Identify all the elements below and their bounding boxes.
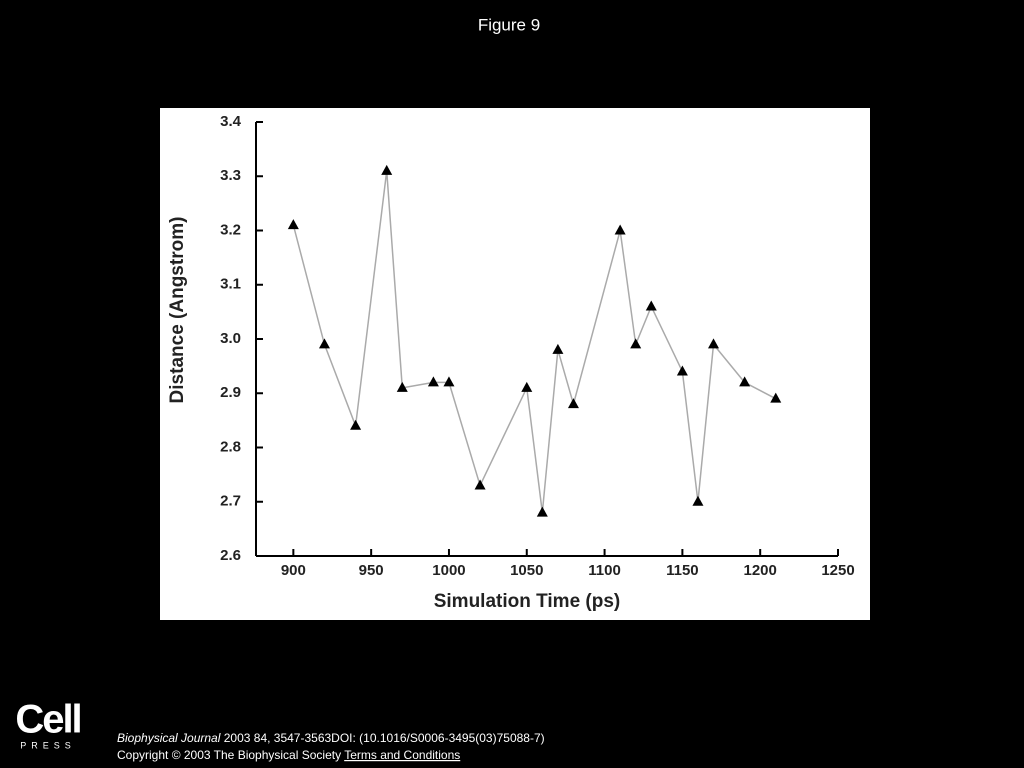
y-tick-label: 2.6 (220, 547, 241, 564)
marker (567, 398, 579, 409)
y-tick-label: 3.1 (220, 276, 241, 293)
y-tick-label: 2.9 (220, 384, 241, 401)
marker (552, 343, 564, 354)
copyright-line: Copyright © 2003 The Biophysical Society… (117, 748, 460, 762)
x-tick-label: 1250 (821, 562, 854, 579)
marker (708, 338, 720, 349)
x-tick-label: 1000 (432, 562, 465, 579)
citation-line: Biophysical Journal 2003 84, 3547-3563DO… (117, 731, 545, 745)
x-tick-label: 1150 (666, 562, 699, 579)
marker (287, 219, 299, 230)
citation: 2003 84, 3547-3563DOI: (10.1016/S0006-34… (224, 731, 545, 745)
x-axis-label: Simulation Time (ps) (434, 591, 621, 612)
marker (770, 392, 782, 403)
x-tick-label: 1100 (588, 562, 621, 579)
marker (474, 479, 486, 490)
y-tick-label: 3.2 (220, 221, 241, 238)
marker (396, 381, 408, 392)
marker (645, 300, 657, 311)
chart-panel (160, 108, 870, 620)
marker (692, 495, 704, 506)
data-line (292, 170, 777, 513)
marker (536, 506, 548, 517)
marker (443, 376, 455, 387)
x-tick-label: 1050 (510, 562, 543, 579)
slide-title: Figure 9 (478, 15, 540, 34)
y-axis-label: Distance (Angstrom) (167, 217, 188, 404)
logo: Cell (15, 698, 80, 742)
y-tick-label: 2.7 (220, 493, 241, 510)
y-tick-label: 2.8 (220, 438, 241, 455)
y-tick-label: 3.4 (220, 113, 242, 130)
marker (427, 376, 439, 387)
copyright: Copyright © 2003 The Biophysical Society (117, 748, 341, 762)
marker (381, 164, 393, 175)
x-tick-label: 1200 (744, 562, 777, 579)
marker (350, 419, 362, 430)
marker (739, 376, 751, 387)
marker (614, 224, 626, 235)
y-tick-label: 3.3 (220, 167, 241, 184)
terms-link[interactable]: Terms and Conditions (344, 748, 460, 762)
logo-sub: PRESS (20, 740, 76, 750)
x-tick-label: 950 (359, 562, 384, 579)
marker (521, 381, 533, 392)
marker (630, 338, 642, 349)
x-tick-label: 900 (281, 562, 306, 579)
journal: Biophysical Journal (117, 731, 221, 745)
y-tick-label: 3.0 (220, 330, 241, 347)
marker (318, 338, 330, 349)
marker (676, 365, 688, 376)
